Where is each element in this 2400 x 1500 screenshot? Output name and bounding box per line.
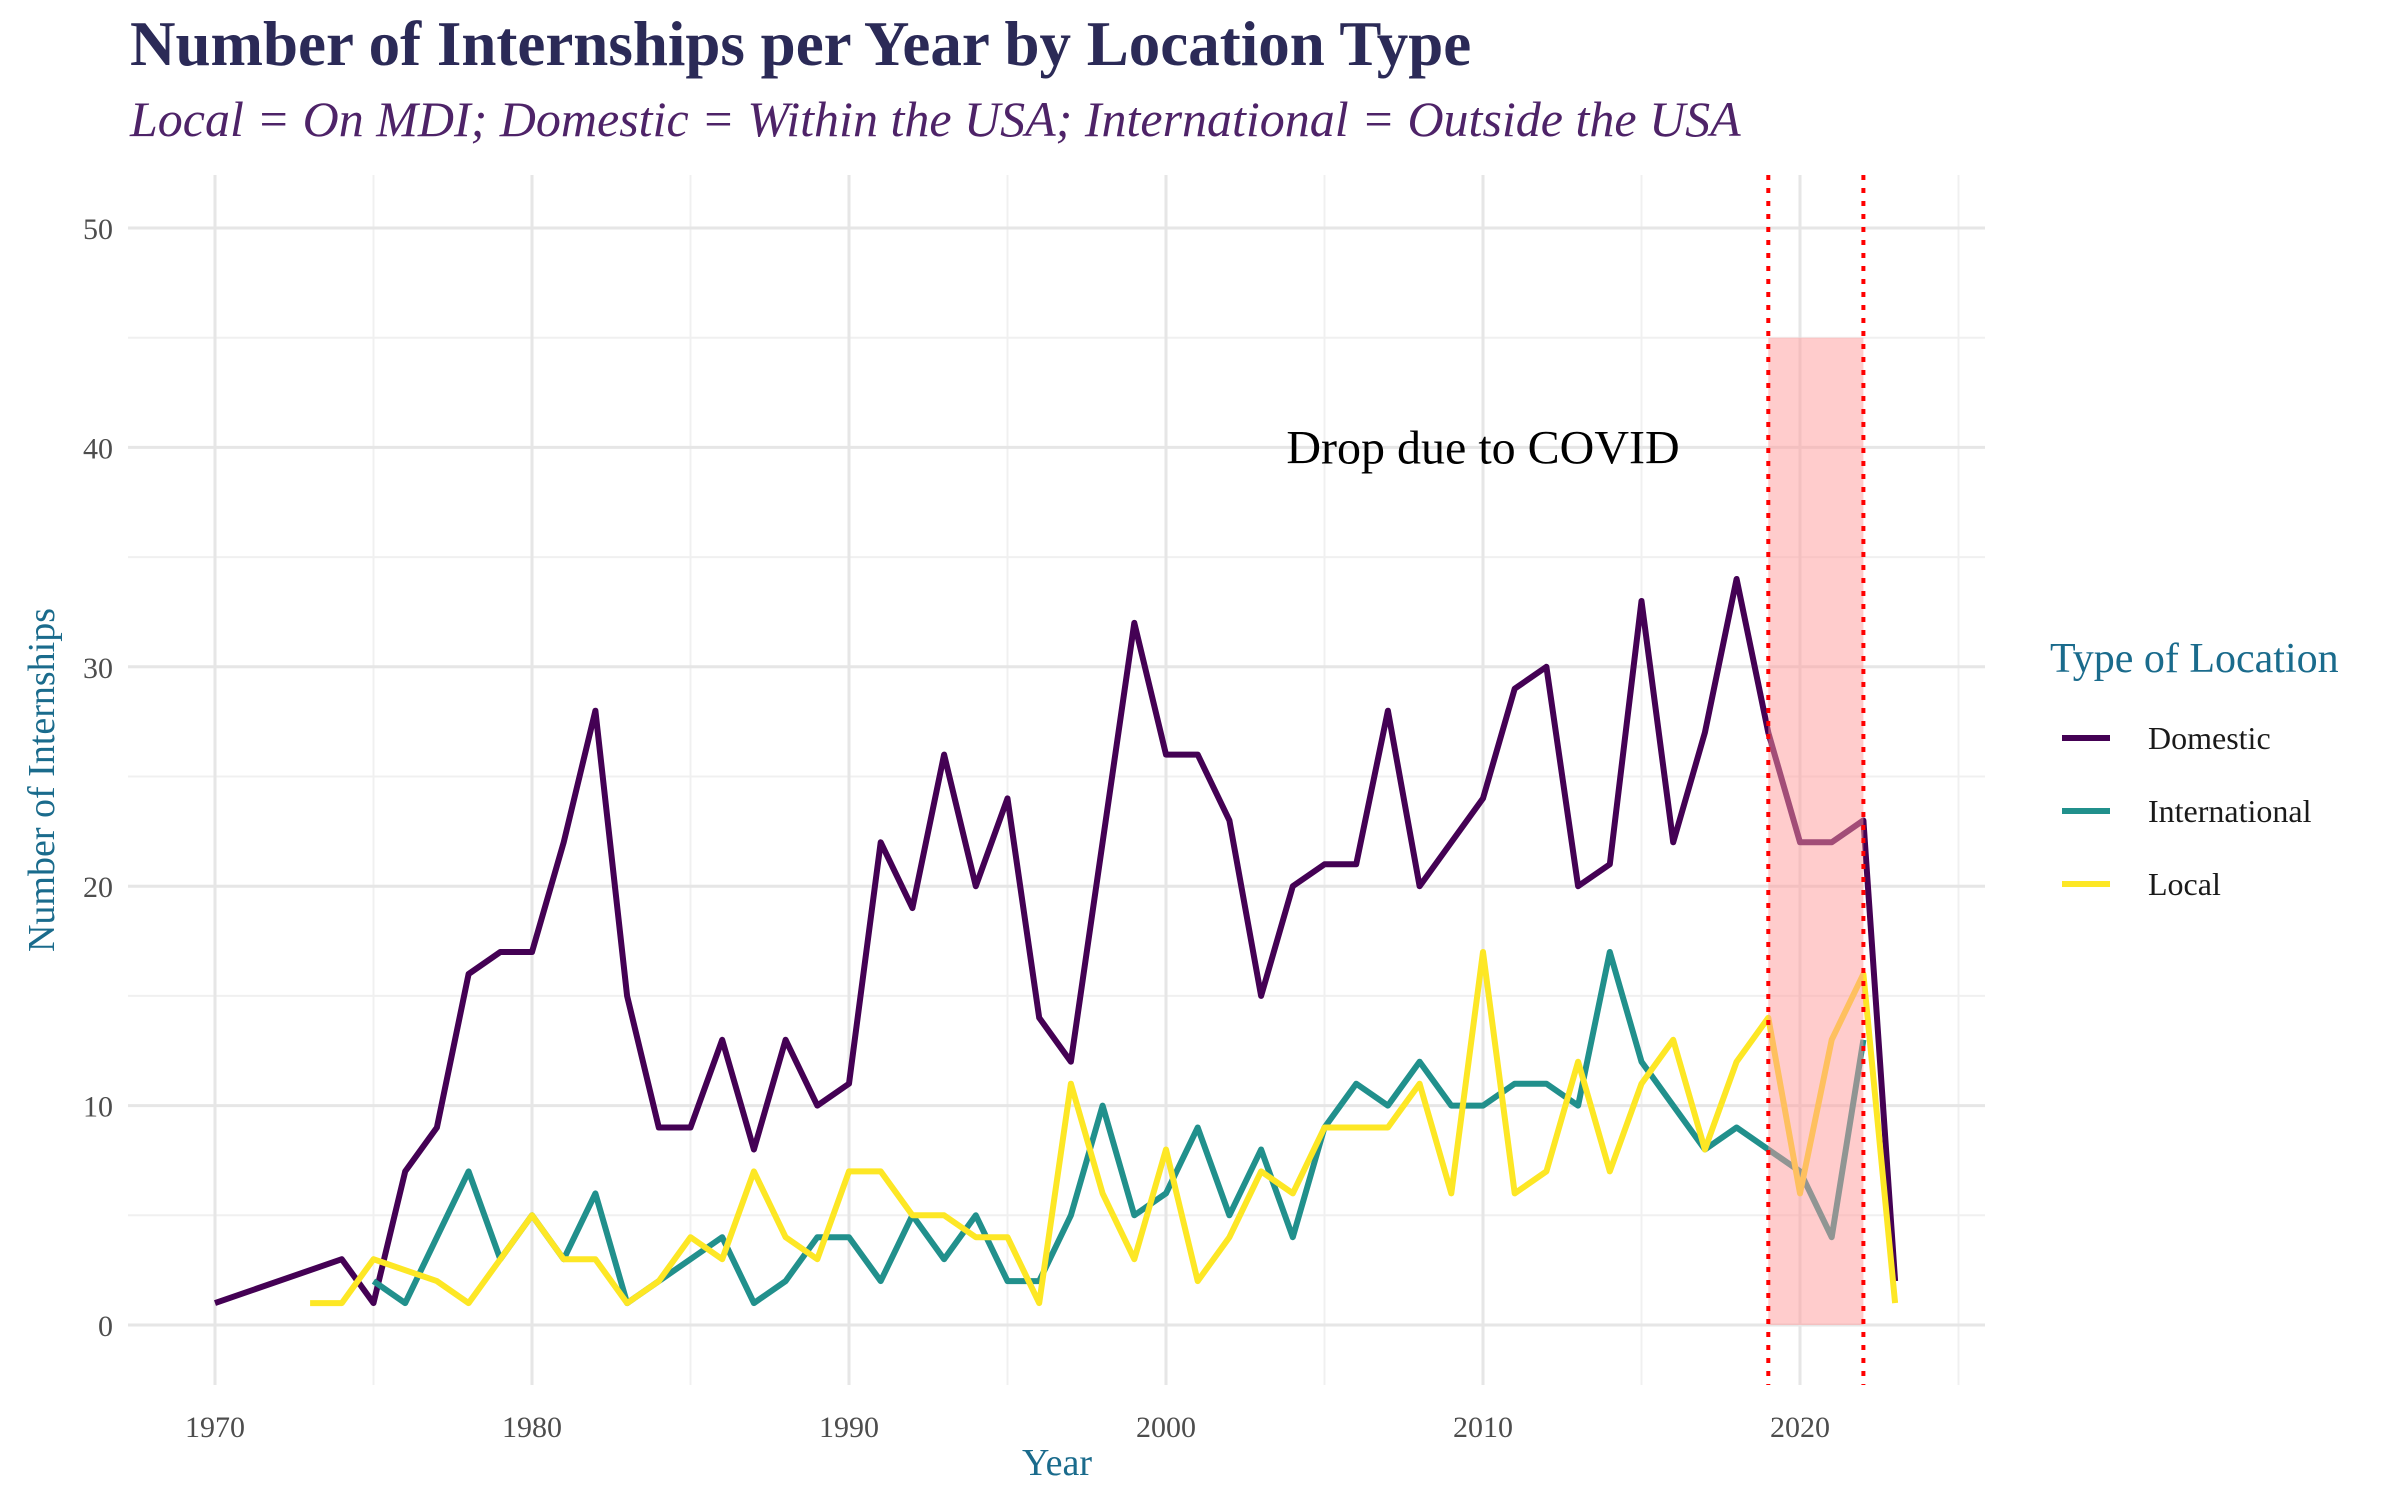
series-line-domestic bbox=[214, 576, 1899, 1307]
legend: Type of Location Domestic International Lo… bbox=[2050, 636, 2339, 902]
y-tick-label: 50 bbox=[83, 213, 113, 246]
y-axis-title: Number of Internships bbox=[21, 608, 63, 952]
legend-label-international: International bbox=[2148, 793, 2312, 829]
covid-boundary-lines bbox=[1766, 175, 1866, 1385]
minor-gridlines bbox=[128, 175, 1985, 1385]
y-tick-label: 30 bbox=[83, 652, 113, 685]
x-tick-label: 2000 bbox=[1136, 1411, 1196, 1444]
legend-label-domestic: Domestic bbox=[2148, 720, 2271, 756]
y-tick-labels: 0 10 20 30 40 50 bbox=[83, 213, 113, 1343]
y-tick-label: 40 bbox=[83, 432, 113, 465]
chart-title: Number of Internships per Year by Locati… bbox=[130, 9, 1472, 79]
legend-label-local: Local bbox=[2148, 866, 2221, 902]
x-tick-label: 1970 bbox=[185, 1411, 245, 1444]
x-tick-label: 2020 bbox=[1770, 1411, 1830, 1444]
series-line-local bbox=[310, 949, 1899, 1307]
y-tick-label: 20 bbox=[83, 871, 113, 904]
covid-band bbox=[1768, 337, 1864, 1325]
chart-subtitle: Local = On MDI; Domestic = Within the US… bbox=[130, 91, 1741, 147]
series-line-international bbox=[371, 949, 1867, 1307]
y-tick-label: 0 bbox=[98, 1310, 113, 1343]
x-axis-title: Year bbox=[1022, 1442, 1092, 1484]
y-tick-label: 10 bbox=[83, 1091, 113, 1124]
legend-title: Type of Location bbox=[2050, 636, 2339, 682]
covid-annotation: Drop due to COVID bbox=[1286, 421, 1679, 474]
legend-items: Domestic International Local bbox=[2062, 720, 2312, 902]
x-tick-labels: 1970 1980 1990 2000 2010 2020 bbox=[185, 1411, 1830, 1444]
x-tick-label: 1980 bbox=[502, 1411, 562, 1444]
series-layer bbox=[214, 576, 1899, 1307]
x-tick-label: 1990 bbox=[819, 1411, 879, 1444]
x-tick-label: 2010 bbox=[1453, 1411, 1513, 1444]
